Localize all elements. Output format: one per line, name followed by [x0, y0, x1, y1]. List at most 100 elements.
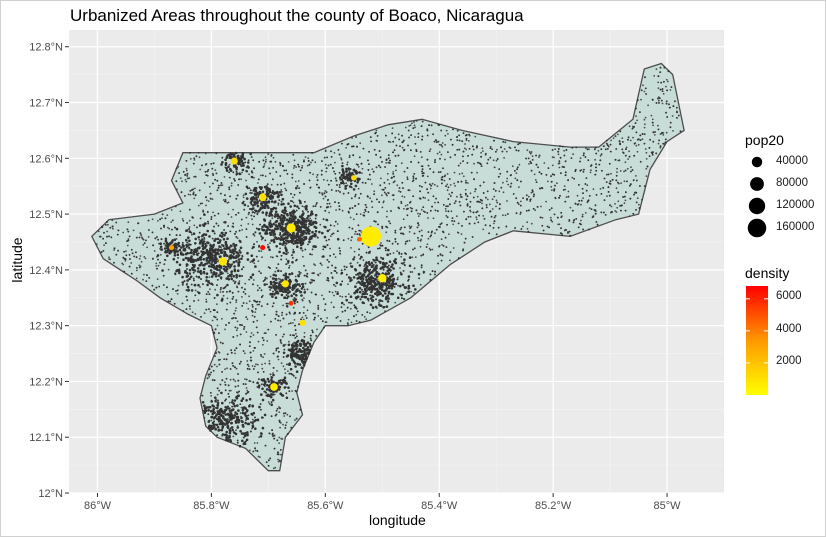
settlement-point — [460, 196, 463, 198]
settlement-point — [646, 165, 649, 168]
settlement-point — [316, 183, 318, 186]
settlement-point — [652, 124, 654, 127]
settlement-point — [195, 155, 198, 158]
settlement-point — [639, 185, 641, 187]
settlement-point — [198, 238, 201, 241]
settlement-point — [348, 154, 351, 157]
settlement-point — [345, 266, 348, 269]
settlement-point — [373, 190, 376, 193]
settlement-point — [183, 280, 186, 282]
settlement-point — [636, 99, 639, 102]
settlement-point — [122, 256, 125, 259]
settlement-point — [641, 198, 643, 201]
settlement-point — [517, 143, 519, 146]
settlement-point — [259, 456, 261, 458]
settlement-point — [257, 260, 260, 262]
settlement-point — [162, 284, 165, 286]
settlement-point — [620, 182, 622, 185]
settlement-point — [345, 273, 348, 276]
settlement-point — [643, 142, 646, 145]
settlement-point — [242, 266, 245, 268]
settlement-point — [309, 186, 312, 189]
settlement-point — [261, 294, 264, 297]
settlement-point — [389, 159, 391, 162]
settlement-point — [515, 149, 518, 152]
settlement-point — [621, 204, 623, 207]
settlement-point — [316, 174, 319, 176]
settlement-point — [411, 207, 413, 210]
settlement-point — [397, 154, 400, 157]
settlement-point — [192, 216, 194, 219]
chart-title: Urbanized Areas throughout the county of… — [70, 6, 524, 25]
settlement-point — [210, 216, 213, 218]
settlement-point — [376, 140, 378, 142]
settlement-point — [174, 272, 177, 275]
settlement-point — [279, 278, 282, 281]
settlement-point — [459, 193, 462, 196]
settlement-point — [232, 171, 235, 174]
settlement-point — [590, 169, 592, 172]
settlement-point — [369, 268, 372, 271]
settlement-point — [234, 326, 237, 329]
settlement-point — [311, 253, 313, 256]
settlement-point — [316, 179, 319, 182]
settlement-point — [431, 248, 434, 251]
settlement-point — [347, 283, 349, 285]
settlement-point — [462, 150, 465, 153]
settlement-point — [526, 227, 529, 230]
settlement-point — [275, 313, 278, 316]
x-tick-label: 85.8°W — [193, 500, 230, 512]
settlement-point — [240, 178, 243, 181]
settlement-point — [209, 392, 212, 394]
settlement-point — [188, 208, 191, 211]
settlement-point — [407, 189, 410, 192]
settlement-point — [318, 191, 321, 194]
settlement-point — [642, 84, 644, 87]
settlement-point — [241, 229, 244, 231]
settlement-point — [474, 135, 477, 138]
settlement-point — [554, 148, 556, 151]
settlement-point — [282, 304, 284, 307]
settlement-point — [155, 265, 158, 267]
settlement-point — [323, 326, 325, 329]
settlement-point — [650, 114, 653, 117]
settlement-point — [445, 214, 448, 217]
settlement-point — [505, 150, 508, 153]
settlement-point — [152, 258, 154, 260]
settlement-point — [203, 312, 206, 315]
settlement-point — [252, 334, 255, 336]
settlement-point — [401, 181, 404, 184]
settlement-point — [129, 258, 131, 260]
y-tick-label: 12°N — [38, 488, 63, 500]
settlement-point — [333, 170, 335, 173]
settlement-point — [319, 206, 322, 208]
settlement-point — [260, 272, 262, 274]
settlement-point — [368, 150, 370, 153]
settlement-point — [440, 238, 443, 241]
settlement-point — [462, 160, 464, 163]
settlement-point — [625, 146, 628, 149]
settlement-point — [413, 232, 416, 235]
settlement-point — [297, 180, 300, 182]
settlement-point — [283, 182, 286, 185]
settlement-point — [327, 183, 330, 186]
settlement-point — [379, 156, 382, 159]
settlement-point — [414, 136, 416, 138]
settlement-point — [409, 271, 412, 273]
settlement-point — [326, 179, 329, 182]
settlement-point — [264, 362, 266, 365]
settlement-point — [229, 301, 232, 304]
settlement-point — [385, 134, 387, 137]
settlement-point — [649, 138, 651, 141]
settlement-point — [231, 317, 234, 320]
settlement-point — [200, 316, 202, 318]
settlement-point — [244, 293, 247, 295]
settlement-point — [435, 228, 438, 231]
settlement-point — [303, 288, 306, 291]
settlement-point — [499, 203, 501, 206]
settlement-point — [271, 305, 274, 308]
settlement-point — [185, 289, 188, 292]
settlement-point — [128, 235, 131, 238]
settlement-point — [645, 93, 647, 95]
settlement-point — [610, 139, 612, 142]
